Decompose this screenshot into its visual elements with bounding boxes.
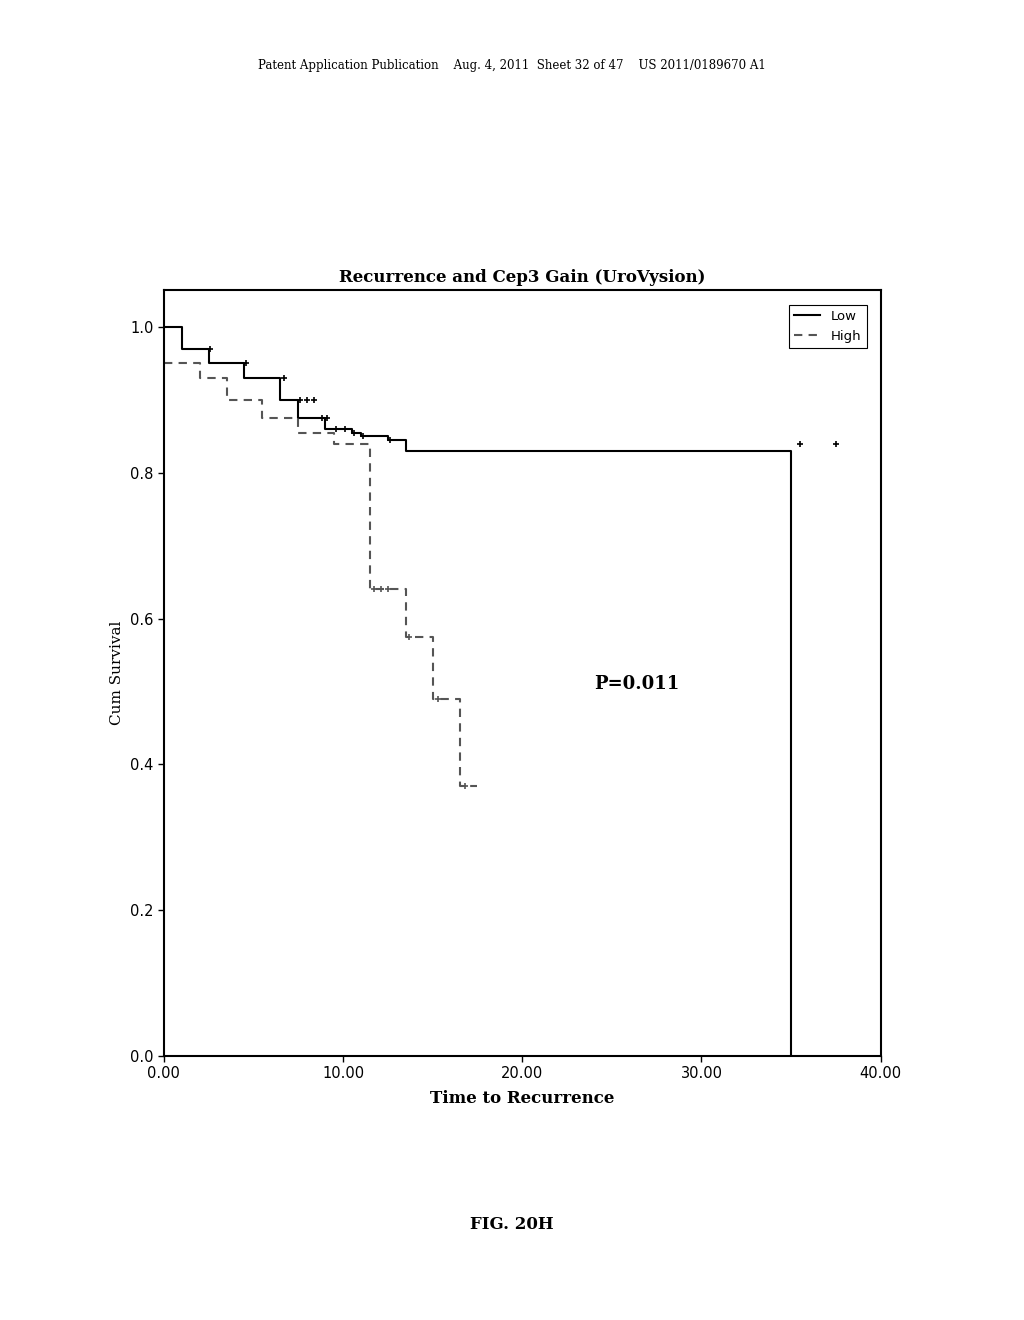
Title: Recurrence and Cep3 Gain (UroVysion): Recurrence and Cep3 Gain (UroVysion): [339, 269, 706, 286]
Text: P=0.011: P=0.011: [594, 675, 679, 693]
X-axis label: Time to Recurrence: Time to Recurrence: [430, 1090, 614, 1106]
Legend: Low, High: Low, High: [788, 305, 867, 347]
Text: Patent Application Publication    Aug. 4, 2011  Sheet 32 of 47    US 2011/018967: Patent Application Publication Aug. 4, 2…: [258, 59, 766, 73]
Y-axis label: Cum Survival: Cum Survival: [111, 620, 124, 726]
Text: FIG. 20H: FIG. 20H: [470, 1217, 554, 1233]
